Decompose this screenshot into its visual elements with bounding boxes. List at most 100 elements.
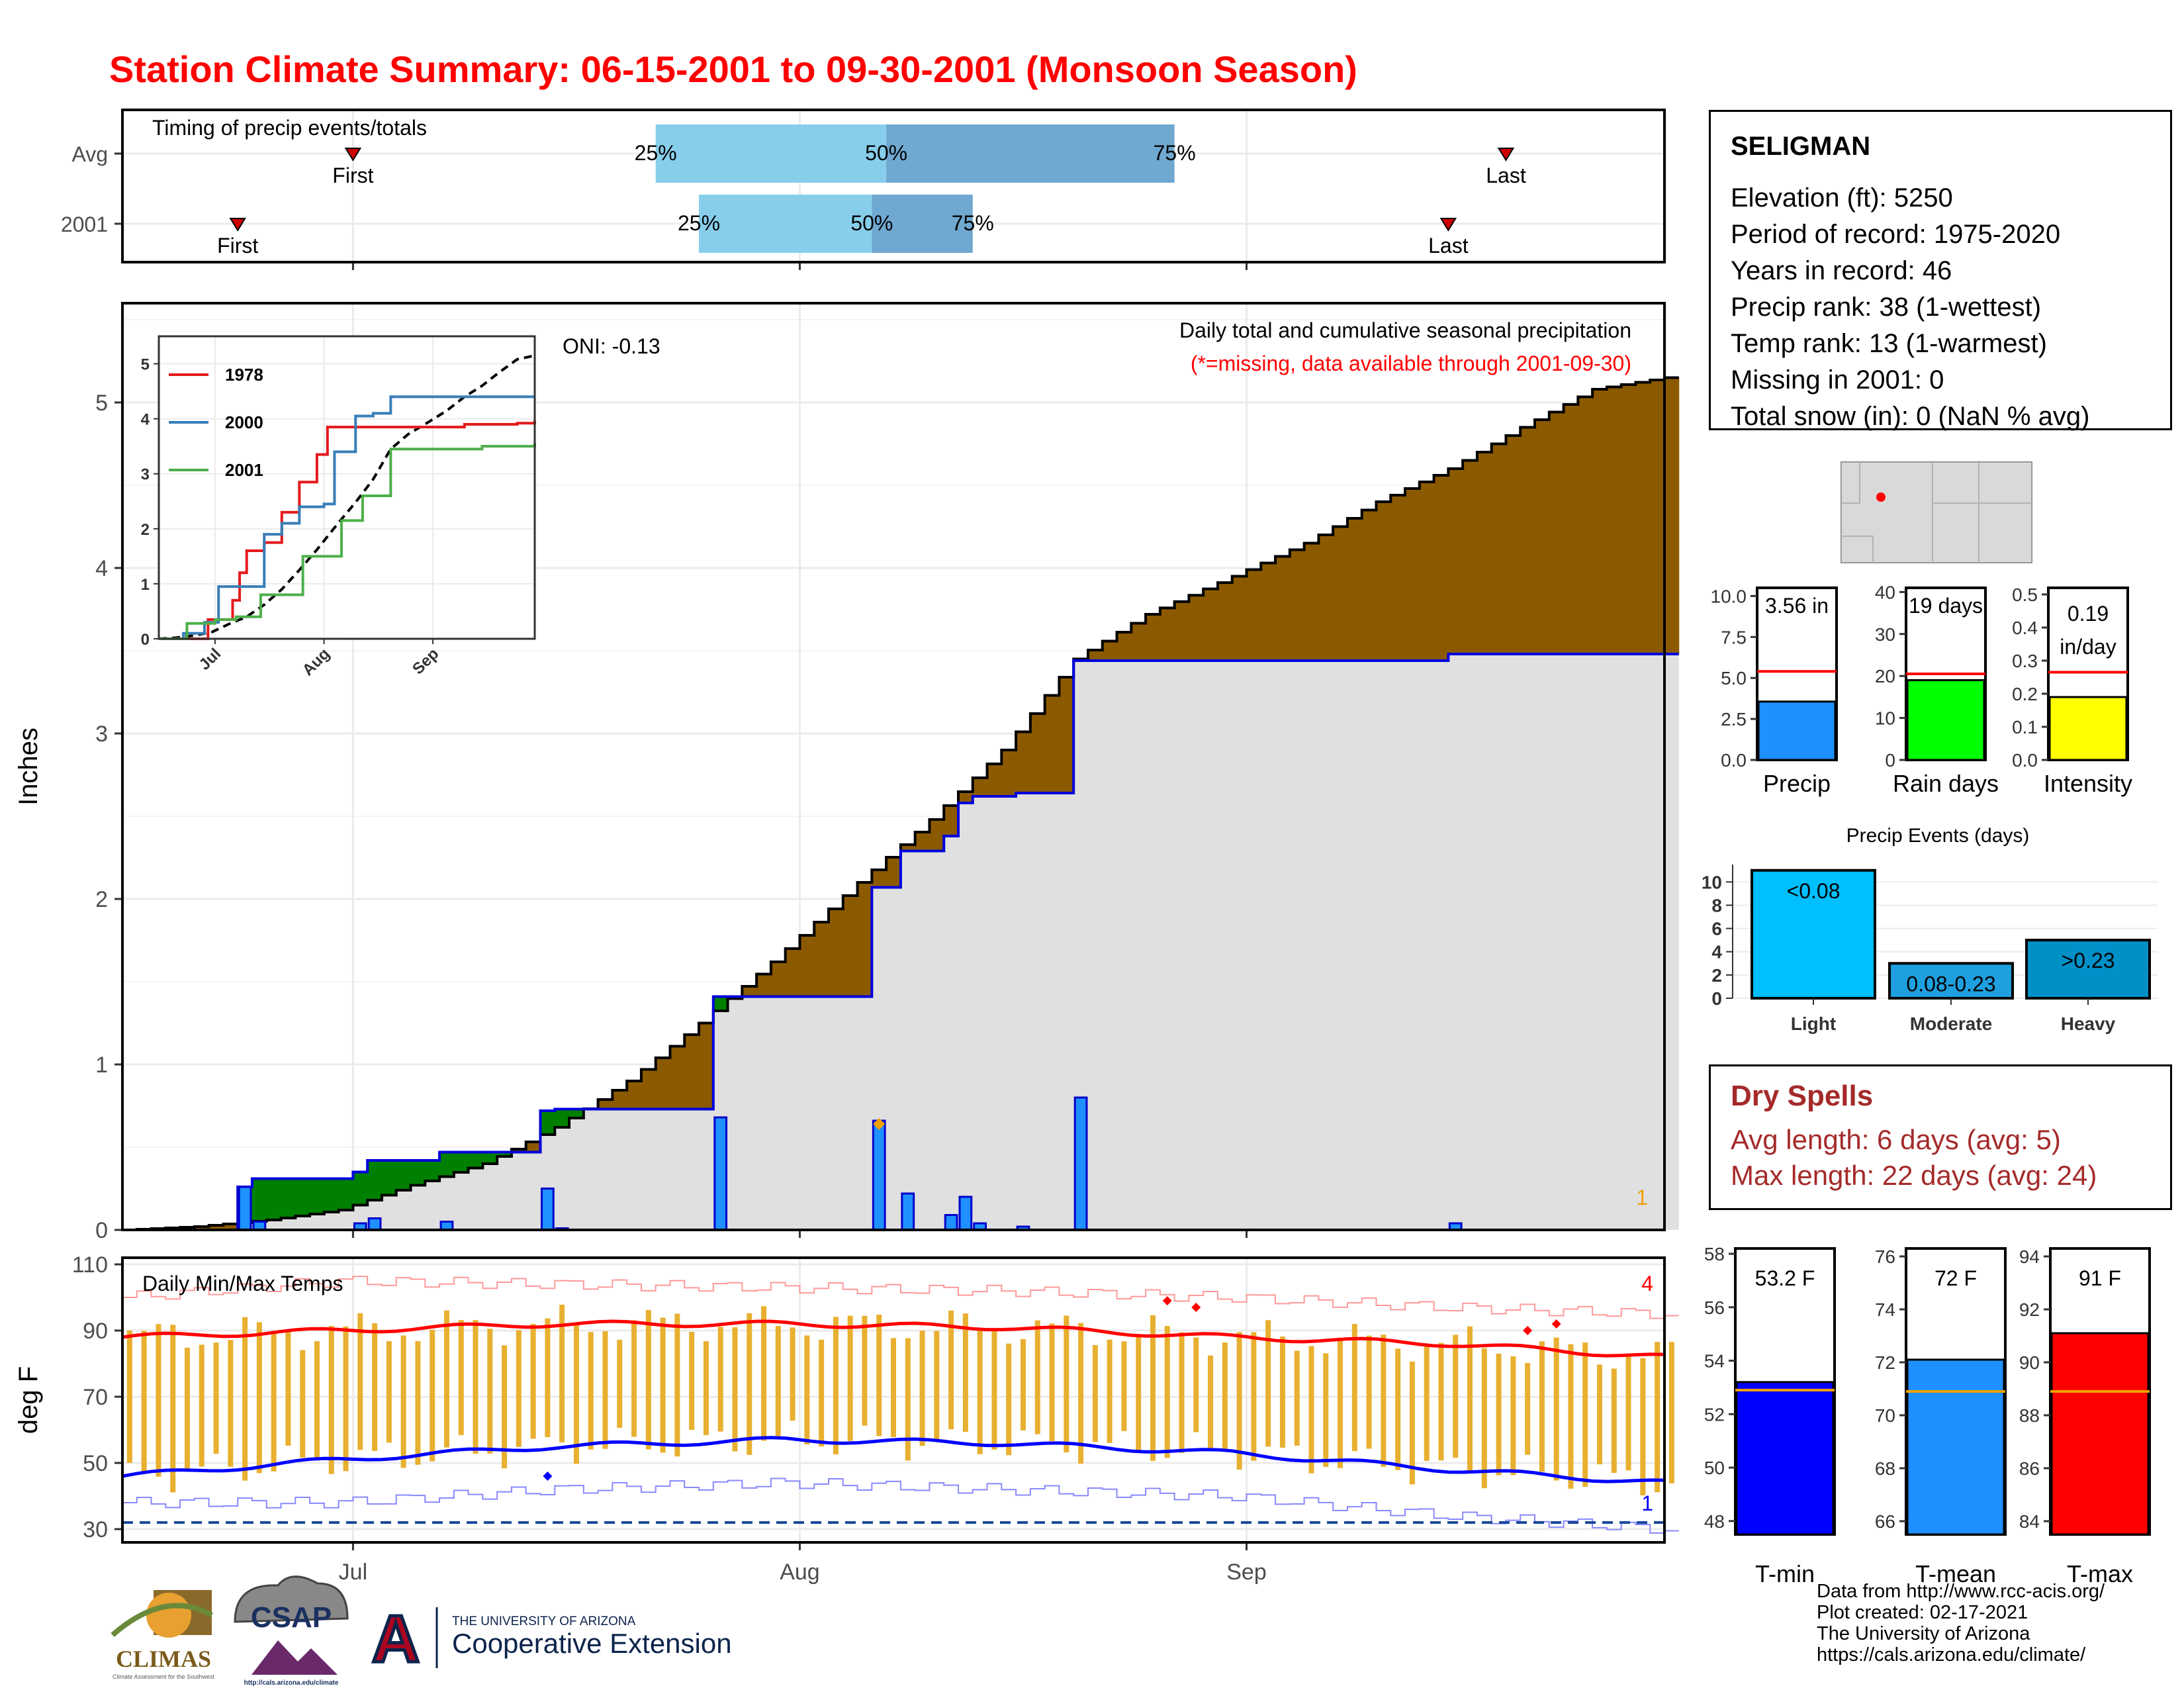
surplus-deficit-band bbox=[1318, 535, 1334, 661]
surplus-deficit-band bbox=[972, 778, 988, 796]
daily-temp-bar bbox=[1150, 1315, 1156, 1461]
station-info-line: Period of record: 1975-2020 bbox=[1731, 220, 2061, 249]
daily-temp-bar bbox=[400, 1335, 406, 1468]
daily-precip-bar bbox=[367, 1217, 382, 1231]
station-info-line: Years in record: 46 bbox=[1731, 256, 1952, 285]
climas-logo-subtext: Climate Assessment for the Southwest bbox=[113, 1673, 215, 1680]
first-event-marker bbox=[344, 148, 362, 162]
temps-subtitle: Daily Min/Max Temps bbox=[142, 1272, 343, 1295]
surplus-deficit-band bbox=[900, 845, 916, 851]
dry-spells-box: Dry Spells Avg length: 6 days (avg: 5) M… bbox=[1709, 1064, 2172, 1210]
surplus-deficit-band bbox=[1549, 412, 1565, 654]
surplus-deficit-band bbox=[1390, 495, 1406, 661]
daily-temp-bar bbox=[1568, 1344, 1574, 1489]
surplus-deficit-band bbox=[1203, 588, 1218, 661]
surplus-deficit-band bbox=[1650, 380, 1665, 654]
record-max-line bbox=[122, 1276, 1679, 1319]
station-info-line: Precip rank: 38 (1-wettest) bbox=[1731, 293, 2042, 322]
surplus-deficit-band bbox=[1059, 677, 1074, 793]
surplus-deficit-band bbox=[324, 1178, 340, 1212]
inset-border bbox=[158, 335, 536, 640]
temp-summary-tick-label: 54 bbox=[1704, 1351, 1725, 1372]
observed-cumulative-line bbox=[122, 653, 1679, 1231]
daily-temp-bar bbox=[761, 1306, 767, 1441]
observed-cumulative-fill bbox=[122, 654, 1679, 1230]
dry-spells-title: Dry Spells bbox=[1731, 1080, 1874, 1112]
daily-temp-bar bbox=[1092, 1344, 1098, 1442]
last-event-label: Last bbox=[1428, 234, 1469, 258]
surplus-deficit-band bbox=[799, 935, 815, 997]
surplus-deficit-band bbox=[1621, 385, 1636, 654]
daily-temp-bar bbox=[833, 1317, 839, 1455]
precip-event-bar-label: >0.23 bbox=[2062, 949, 2115, 972]
last-event-marker bbox=[1439, 218, 1457, 232]
climas-sun bbox=[146, 1593, 191, 1638]
daily-temp-bar bbox=[357, 1313, 363, 1450]
summary-tick-label: 2.5 bbox=[1721, 709, 1747, 729]
first-event-marker bbox=[229, 218, 246, 232]
surplus-deficit-band bbox=[1433, 475, 1449, 661]
temp-summary-tick-label: 52 bbox=[1704, 1404, 1725, 1425]
summary-tick-label: 40 bbox=[1875, 582, 1895, 602]
summary-bar-label: Rain days bbox=[1893, 770, 1999, 797]
daily-temp-bar bbox=[1366, 1335, 1372, 1449]
precip-events-title: Precip Events (days) bbox=[1846, 825, 2030, 847]
summary-value-label: 19 days bbox=[1909, 594, 1983, 618]
daily-temp-bar bbox=[573, 1323, 579, 1464]
inset-legend-label: 2001 bbox=[225, 460, 263, 480]
daily-temp-bar bbox=[1510, 1356, 1516, 1476]
csap-logo-text: CSAP bbox=[251, 1601, 332, 1634]
daily-temp-bar bbox=[689, 1331, 695, 1430]
station-info-line: Elevation (ft): 5250 bbox=[1731, 183, 1953, 212]
surplus-deficit-band bbox=[1246, 569, 1261, 661]
daily-temp-bar bbox=[242, 1317, 248, 1481]
surplus-deficit-band bbox=[1491, 444, 1506, 654]
daily-precip-bar bbox=[1073, 1096, 1088, 1231]
surplus-deficit-band bbox=[511, 1149, 527, 1152]
quartile-label-75: 75% bbox=[952, 211, 994, 235]
summary-value-unit: in/day bbox=[2060, 635, 2116, 659]
daily-temp-bar bbox=[1294, 1350, 1300, 1446]
quartile-label-50: 50% bbox=[850, 211, 893, 235]
summary-bar-label: Intensity bbox=[2044, 770, 2132, 797]
precip-events-tick-label: 10 bbox=[1702, 872, 1722, 892]
daily-temp-bar bbox=[415, 1341, 421, 1465]
daily-temp-bar bbox=[602, 1331, 608, 1449]
temp-summary-tick-label: 90 bbox=[2019, 1352, 2040, 1373]
surplus-deficit-band bbox=[1405, 489, 1420, 661]
station-location-dot bbox=[1876, 492, 1886, 502]
precip-event-bar bbox=[1751, 868, 1876, 1000]
daily-temp-bar bbox=[977, 1328, 983, 1454]
daily-temp-bar bbox=[1481, 1348, 1487, 1489]
climas-logo-text: CLIMAS bbox=[116, 1646, 211, 1672]
summary-tick-label: 20 bbox=[1875, 666, 1895, 686]
daily-temp-bar bbox=[545, 1318, 551, 1438]
surplus-deficit-band bbox=[915, 832, 930, 851]
surplus-deficit-band bbox=[829, 909, 844, 997]
daily-temp-bar bbox=[1107, 1339, 1113, 1443]
daily-temp-bar bbox=[1625, 1356, 1631, 1471]
temp-summary-tick-label: 88 bbox=[2019, 1405, 2040, 1426]
surplus-deficit-band bbox=[540, 1111, 555, 1135]
surplus-deficit-band bbox=[194, 1227, 210, 1230]
temp-summary-tick-label: 66 bbox=[1875, 1511, 1895, 1532]
station-info-box: SELIGMAN Elevation (ft): 5250 Period of … bbox=[1709, 110, 2172, 431]
surplus-deficit-band bbox=[612, 1090, 627, 1109]
quartile-bar-early bbox=[699, 195, 872, 253]
temp-summary-tick-label: 48 bbox=[1704, 1511, 1725, 1532]
daily-temp-bar bbox=[1006, 1343, 1012, 1456]
surplus-deficit-band bbox=[338, 1178, 353, 1210]
surplus-deficit-band bbox=[525, 1142, 541, 1152]
surplus-deficit-band bbox=[1189, 595, 1204, 661]
precip-event-category: Moderate bbox=[1910, 1013, 1992, 1034]
temp-summary-value-label: 53.2 F bbox=[1755, 1266, 1815, 1290]
daily-temp-bar bbox=[559, 1304, 565, 1442]
surplus-deficit-band bbox=[1635, 382, 1651, 654]
surplus-deficit-band bbox=[1217, 583, 1233, 661]
surplus-deficit-band bbox=[1419, 482, 1435, 661]
surplus-deficit-band bbox=[208, 1225, 224, 1230]
record-min-line bbox=[122, 1477, 1679, 1534]
summary-tick-label: 0.1 bbox=[2012, 717, 2038, 737]
surplus-deficit-band bbox=[929, 820, 944, 851]
daily-temp-bar bbox=[1064, 1315, 1069, 1453]
